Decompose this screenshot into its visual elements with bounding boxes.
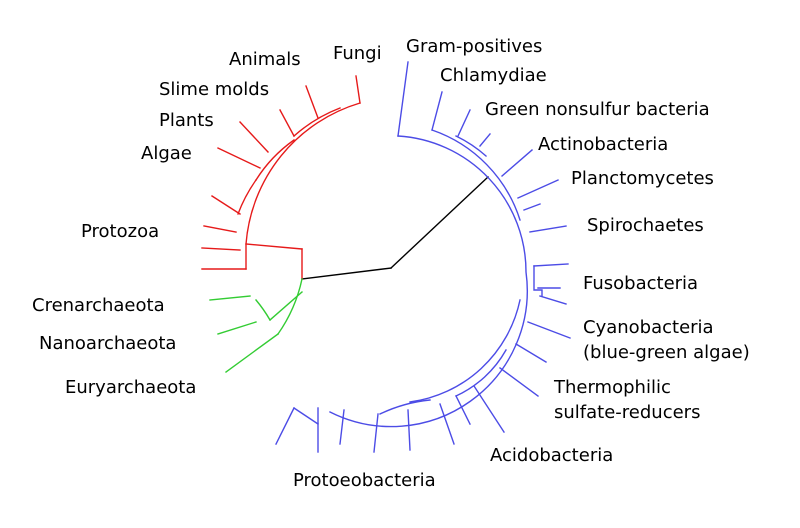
- leaf-cyanobacteria-1: [527, 321, 571, 339]
- eukaryota-branch: [201, 75, 361, 280]
- leaf-protozoa-4: [211, 195, 241, 215]
- archaea-branch: [209, 278, 303, 373]
- label-fungi: Fungi: [333, 43, 382, 64]
- leaf-gram-positives: [397, 61, 409, 137]
- leaf-proteobacteria-4: [373, 413, 379, 453]
- bacteria-inner-arc-5: [379, 399, 431, 415]
- label-actinobacteria: Actinobacteria: [538, 134, 668, 155]
- label-spirochaetes: Spirochaetes: [587, 215, 704, 236]
- leaf-green-nonsulfur-2: [479, 133, 491, 147]
- archaea-inner: [269, 291, 303, 321]
- label-protozoa: Protozoa: [81, 221, 159, 242]
- label-green-nonsulfur: Green nonsulfur bacteria: [485, 99, 710, 120]
- leaf-proteobacteria-3: [407, 409, 411, 451]
- archaea-fork: [255, 299, 271, 321]
- fuso-bracket: [533, 265, 543, 297]
- bacteria-inner-arc-4: [455, 349, 507, 397]
- leaf-acidobacteria: [473, 385, 505, 433]
- label-slime-molds: Slime molds: [159, 79, 269, 100]
- leaf-cyanobacteria-2: [515, 343, 547, 363]
- leaf-fungi: [355, 75, 361, 104]
- leaf-animals: [305, 85, 319, 119]
- label-crenarchaeota: Crenarchaeota: [32, 295, 165, 316]
- label-euryarchaeota: Euryarchaeota: [65, 377, 196, 398]
- leaf-actinobacteria: [501, 149, 533, 177]
- label-fusobacteria: Fusobacteria: [583, 273, 698, 294]
- label-plants: Plants: [159, 110, 214, 131]
- leaf-euryarchaeota: [225, 333, 279, 373]
- leaf-crenarchaeota: [209, 295, 251, 301]
- root-to-eukarya-archaea: [301, 267, 392, 280]
- leaf-plants: [239, 121, 269, 153]
- prot-bracket: [293, 407, 319, 425]
- label-chlamydiae: Chlamydiae: [440, 65, 547, 86]
- root-to-bacteria: [390, 176, 489, 269]
- label-gram-positives: Gram-positives: [406, 36, 542, 57]
- leaf-green-nonsulfur-1: [457, 109, 471, 137]
- leaf-planctomycetes-1: [517, 179, 559, 199]
- bacteria-branch: [275, 61, 571, 453]
- leaf-protozoa-3: [203, 225, 237, 233]
- leaf-proteobacteria-5: [339, 409, 345, 445]
- archaea-arc: [277, 278, 303, 335]
- bacteria-inner-arc-3: [409, 299, 521, 403]
- label-thermophilic-line1: Thermophilic: [553, 377, 671, 398]
- leaf-nanoarchaeota: [217, 321, 257, 335]
- leaf-proteobacteria-7: [275, 407, 295, 445]
- leaf-thermophilic: [499, 367, 539, 397]
- eukaryota-arc: [245, 102, 361, 250]
- label-cyanobacteria-line1: Cyanobacteria: [583, 317, 714, 338]
- label-cyanobacteria-line2: (blue-green algae): [583, 342, 750, 363]
- label-acidobacteria: Acidobacteria: [490, 445, 613, 466]
- label-algae: Algae: [141, 143, 192, 164]
- label-nanoarchaeota: Nanoarchaeota: [39, 333, 176, 354]
- leaf-fusobacteria-1: [533, 263, 569, 267]
- bacteria-inner-arc-1: [431, 129, 521, 221]
- leaf-protozoa-2: [201, 247, 241, 251]
- label-proteobacteria: Protoeobacteria: [293, 470, 436, 491]
- leaf-fusobacteria-3: [539, 295, 567, 305]
- leaf-algae: [217, 147, 261, 169]
- leaf-proteobacteria-2: [439, 403, 455, 445]
- leaf-slime-molds: [279, 109, 295, 137]
- leaf-planctomycetes-2: [523, 203, 541, 211]
- label-thermophilic-line2: sulfate-reducers: [554, 402, 700, 423]
- leaf-spirochaetes: [529, 225, 567, 233]
- bacteria-inner-arc-2: [455, 135, 487, 157]
- label-planctomycetes: Planctomycetes: [571, 168, 714, 189]
- inner-arc-2: [255, 139, 295, 181]
- inner-arc-3: [293, 107, 341, 137]
- root-edges: [301, 176, 489, 280]
- leaf-proteobacteria-1: [455, 395, 471, 425]
- label-animals: Animals: [229, 49, 301, 70]
- leaf-chlamydiae: [431, 91, 443, 131]
- bacteria-outer-arc: [329, 135, 528, 428]
